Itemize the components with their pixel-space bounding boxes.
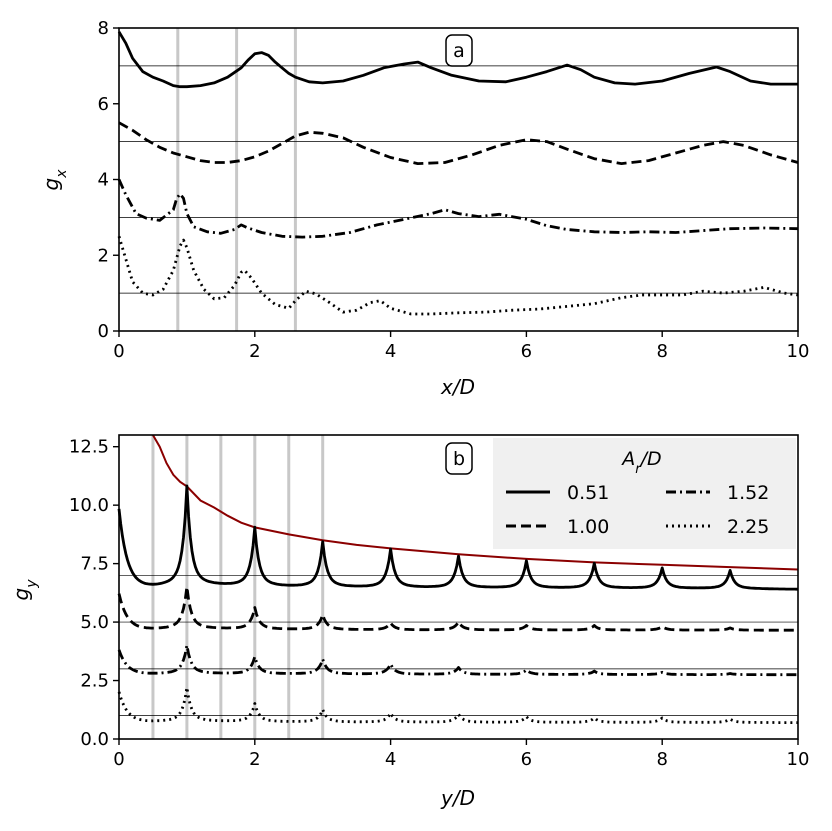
y-label-main-a: g [39,178,63,191]
y-tick-label: 5.0 [80,612,109,633]
x-tick-label: 4 [385,341,396,362]
x-tick-label: 0 [113,749,124,770]
y-axis-label-b: gy [9,579,40,601]
reference-lines-a [119,65,798,294]
y-label-sub-b: y [24,579,40,589]
panel-label-a: a [453,40,465,62]
plot-frame-b [118,434,799,740]
legend-title-sub: r [635,462,642,477]
legend: Ar/D 0.51 1.00 1.52 2.25 [493,438,796,549]
panel-a: 0 2 4 6 8 10 0 2 4 6 8 a x/D gx [39,18,809,399]
y-axis-label-a: gx [39,169,70,191]
y-tick-label: 12.5 [69,437,109,458]
y-tick-label: 2 [98,245,109,266]
y-tick-label: 0.0 [80,729,109,750]
y-ticks-a: 0 2 4 6 8 [98,18,119,342]
x-ticks-b: 0 2 4 6 8 10 [113,739,809,770]
y-tick-label: 10.0 [69,495,109,516]
y-tick-label: 2.5 [80,671,109,692]
series-line-dashed [117,585,798,632]
y-label-sub-a: x [54,169,70,179]
legend-label-2: 1.52 [727,482,769,504]
x-tick-label: 10 [787,749,810,770]
y-tick-label: 6 [98,94,109,115]
y-tick-label: 4 [98,170,109,191]
series-line-dotted [117,686,798,724]
y-tick-label: 7.5 [80,554,109,575]
x-ticks-a: 0 2 4 6 8 10 [113,331,809,362]
series-line-dashdot [117,178,799,239]
x-tick-label: 10 [787,341,810,362]
x-tick-label: 4 [385,749,396,770]
series-line-dashdot [117,643,798,677]
y-label-main-b: g [9,588,33,601]
legend-title-suffix: /D [639,448,662,470]
panel-tag-a: a [445,34,473,67]
y-tick-label: 8 [98,18,109,39]
x-tick-label: 8 [656,341,667,362]
legend-label-0: 0.51 [567,482,609,504]
vertical-markers-a [176,28,297,331]
series-group-a [117,31,799,316]
y-ticks-b: 0.0 2.5 5.0 7.5 10.0 12.5 [69,437,119,750]
panel-label-b: b [453,448,465,470]
x-tick-label: 2 [249,341,260,362]
series-line-dashed [118,121,799,166]
x-tick-label: 0 [113,341,124,362]
panel-b: Ar/D 0.51 1.00 1.52 2.25 0 2 4 6 8 10 0.0 2.5 5… [9,434,809,810]
plot-frame-a [118,27,799,332]
series-group-b [117,484,798,724]
legend-label-3: 2.25 [727,516,769,538]
x-tick-label: 6 [521,749,532,770]
panel-tag-b: b [445,442,473,475]
legend-title-main: A [620,448,635,470]
x-axis-label-b: y/D [440,786,475,810]
series-line-dotted [117,235,799,316]
x-axis-label-a: x/D [440,375,475,399]
x-tick-label: 6 [521,341,532,362]
series-line-solid [117,31,798,89]
legend-title: Ar/D [620,448,661,477]
series-line-solid [117,484,798,591]
legend-label-1: 1.00 [567,516,609,538]
x-tick-label: 2 [249,749,260,770]
x-tick-label: 8 [656,749,667,770]
y-tick-label: 0 [98,321,109,342]
